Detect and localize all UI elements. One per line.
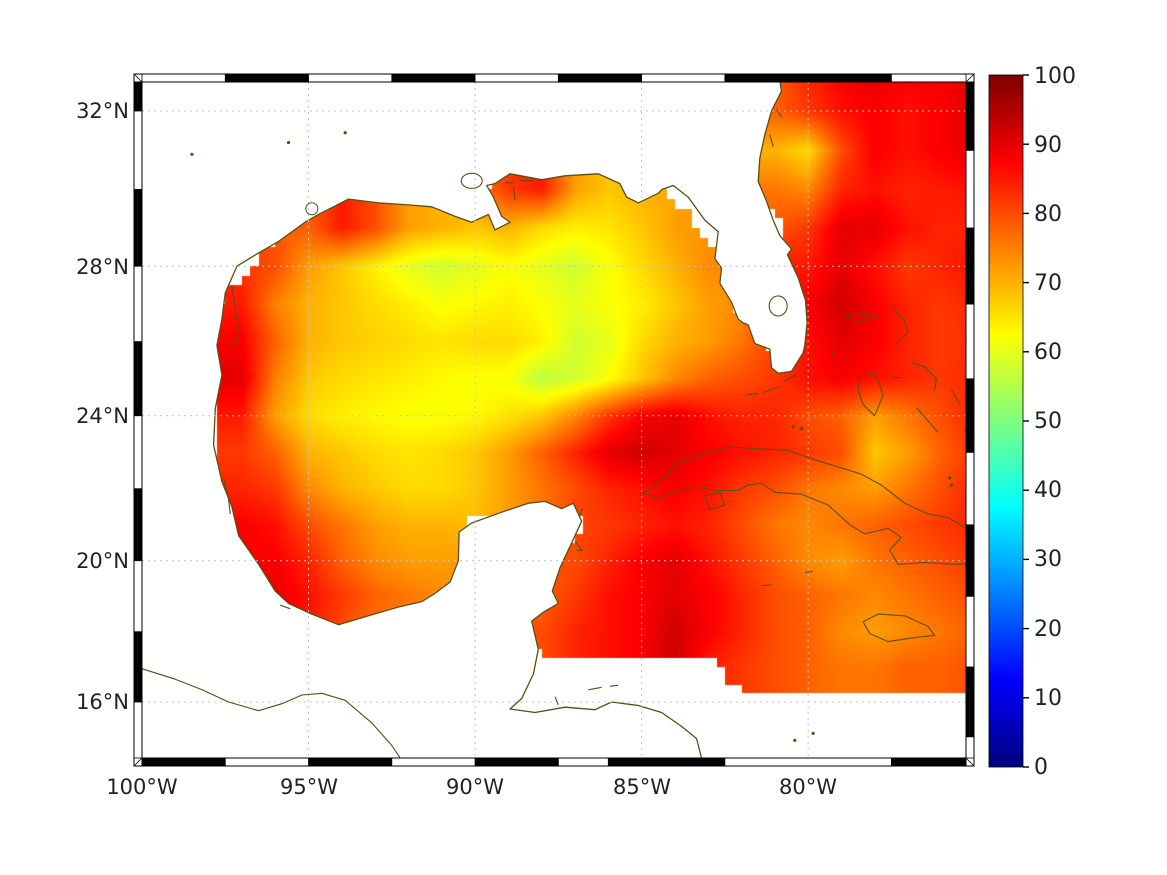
colorbar-tick-label-30: 30	[1034, 547, 1062, 572]
x-tick-label-100w: 100°W	[106, 775, 178, 799]
colorbar-tick-label-60: 60	[1034, 340, 1062, 365]
colorbar-tick-labels: 100 90 80 70 60 50 40 30 20 10 0	[1034, 64, 1076, 780]
colorbar-tick-label-10: 10	[1034, 686, 1062, 711]
colorbar-tick-label-50: 50	[1034, 409, 1062, 434]
long-island-coastline	[964, 429, 966, 434]
x-tick-label-95w: 95°W	[280, 775, 338, 799]
y-axis-tick-labels: 32°N 28°N 24°N 20°N 16°N	[76, 99, 129, 714]
colorbar-tick-label-20: 20	[1034, 617, 1062, 642]
x-tick-label-90w: 90°W	[446, 775, 504, 799]
colorbar-tick-label-70: 70	[1034, 271, 1062, 296]
x-tick-label-80w: 80°W	[779, 775, 837, 799]
y-tick-label-16n: 16°N	[76, 690, 129, 714]
colorbar-tick-label-0: 0	[1034, 755, 1048, 780]
x-tick-label-85w: 85°W	[613, 775, 671, 799]
colorbar-tick-label-90: 90	[1034, 133, 1062, 158]
heatmap-canvas	[142, 82, 966, 758]
y-tick-label-24n: 24°N	[76, 404, 129, 428]
y-tick-label-20n: 20°N	[76, 549, 129, 573]
x-axis-tick-labels: 100°W 95°W 90°W 85°W 80°W	[106, 775, 837, 799]
colorbar-tick-label-80: 80	[1034, 202, 1062, 227]
colorbar-tick-label-40: 40	[1034, 478, 1062, 503]
colorbar-tick-label-100: 100	[1034, 64, 1076, 89]
y-tick-label-32n: 32°N	[76, 99, 129, 123]
colorbar-gradient	[989, 75, 1023, 767]
y-tick-label-28n: 28°N	[76, 255, 129, 279]
